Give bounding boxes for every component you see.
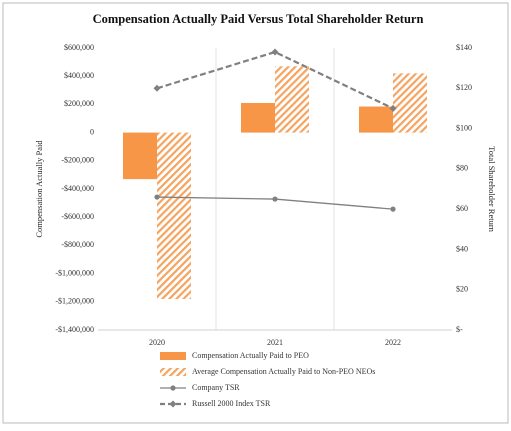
line-marker	[154, 194, 160, 200]
y2-tick-label: $80	[456, 164, 468, 173]
line-marker	[390, 206, 396, 212]
y2-tick-label: $120	[456, 83, 472, 92]
legend-swatch	[160, 352, 186, 360]
y-tick-label: -$1,000,000	[55, 268, 94, 277]
x-tick-label: 2020	[149, 338, 165, 347]
legend-swatch	[160, 368, 186, 376]
legend-label: Russell 2000 Index TSR	[192, 399, 271, 408]
bar	[393, 73, 427, 133]
legend-marker	[169, 400, 177, 408]
bar	[275, 66, 309, 133]
frame	[2, 2, 509, 424]
y-tick-label: -$1,400,000	[55, 325, 94, 334]
y-tick-label: $400,000	[64, 71, 94, 80]
legend-label: Compensation Actually Paid to PEO	[192, 351, 309, 360]
y2-tick-label: $140	[456, 43, 472, 52]
y2-tick-label: $60	[456, 204, 468, 213]
y-tick-label: $600,000	[64, 43, 94, 52]
line	[156, 50, 394, 110]
x-tick-label: 2022	[385, 338, 401, 347]
legend-marker	[170, 385, 176, 391]
line-marker	[271, 48, 279, 56]
y-tick-label: -$200,000	[61, 156, 94, 165]
bar	[359, 106, 393, 133]
y-tick-label: -$1,200,000	[55, 297, 94, 306]
bar	[157, 132, 191, 299]
y2-tick-label: $-	[456, 325, 463, 334]
y-tick-label: -$800,000	[61, 240, 94, 249]
y-tick-label: -$600,000	[61, 212, 94, 221]
y2-tick-label: $40	[456, 244, 468, 253]
line-marker	[272, 196, 278, 202]
line-marker	[153, 84, 161, 92]
y2-tick-label: $20	[456, 285, 468, 294]
y2-axis-title: Total Shareholder Return	[487, 146, 497, 233]
chart-title: Compensation Actually Paid Versus Total …	[93, 12, 424, 26]
line-marker	[389, 104, 397, 112]
x-tick-label: 2021	[267, 338, 283, 347]
y-tick-label: 0	[90, 127, 94, 136]
legend-label: Average Compensation Actually Paid to No…	[192, 367, 375, 376]
bar	[123, 132, 157, 180]
legend-label: Company TSR	[192, 383, 240, 392]
bar	[241, 102, 275, 133]
y-axis-title: Compensation Actually Paid	[34, 140, 44, 238]
y-tick-label: -$400,000	[61, 184, 94, 193]
y2-tick-label: $100	[456, 123, 472, 132]
y-tick-label: $200,000	[64, 99, 94, 108]
